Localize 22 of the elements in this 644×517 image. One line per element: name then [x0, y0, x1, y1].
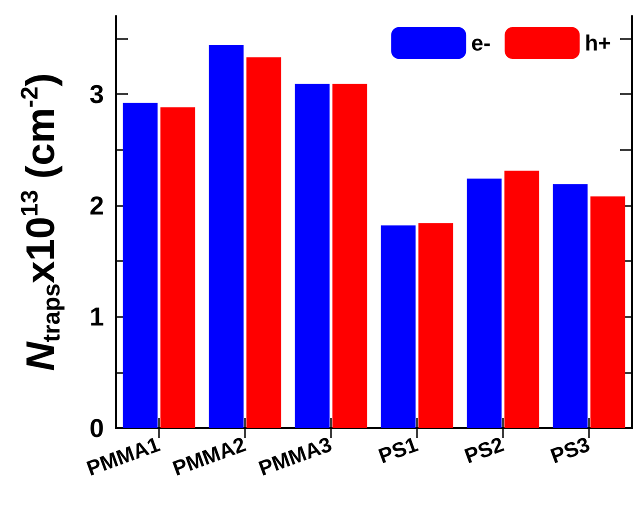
y-tick-label: 3: [90, 78, 104, 109]
bar: [246, 57, 282, 428]
bar: [208, 44, 244, 428]
x-tick-label: PS3: [548, 433, 593, 468]
bar: [294, 84, 330, 428]
bar: [122, 102, 158, 428]
legend-label: e-: [471, 30, 491, 56]
bar: [380, 225, 416, 428]
bar: [552, 184, 588, 428]
y-tick-label: 1: [90, 302, 104, 332]
bar: [590, 196, 626, 428]
x-tick-label: PS2: [462, 433, 507, 468]
y-tick-label: 0: [90, 413, 104, 443]
x-tick-label: PS1: [376, 433, 422, 468]
bar: [418, 223, 454, 428]
bar: [504, 170, 540, 428]
y-tick-label: 2: [90, 190, 104, 220]
legend-label: h+: [584, 30, 612, 56]
bar: [160, 107, 196, 428]
bar: [332, 84, 368, 428]
bar: [466, 178, 502, 428]
y-axis-title: Ntrapsx1013 (cm-2): [16, 73, 66, 371]
